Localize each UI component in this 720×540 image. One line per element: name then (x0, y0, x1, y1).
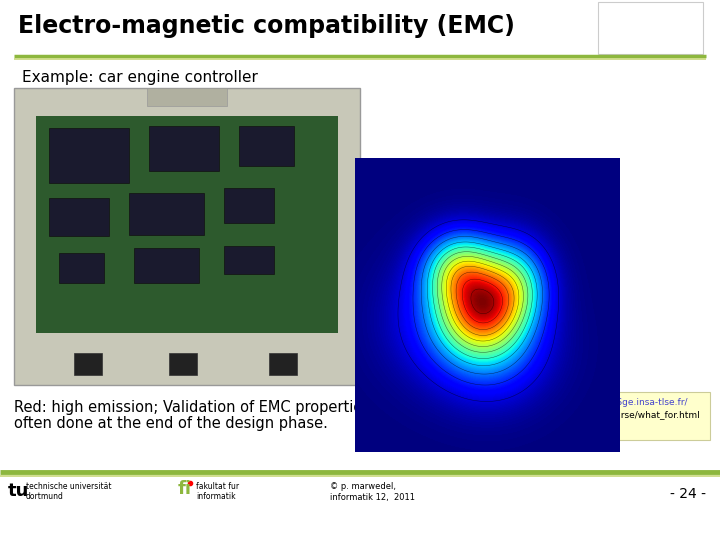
Text: technische universität: technische universität (26, 482, 112, 491)
Text: often done at the end of the design phase.: often done at the end of the design phas… (14, 416, 328, 431)
FancyBboxPatch shape (169, 353, 197, 375)
Text: informatik 12,  2011: informatik 12, 2011 (330, 493, 415, 502)
FancyBboxPatch shape (598, 2, 703, 54)
Text: ~etienne/emccourse/what_for.html: ~etienne/emccourse/what_for.html (540, 410, 700, 419)
FancyBboxPatch shape (14, 88, 360, 385)
Text: © Siemens Automotive Toulouse: © Siemens Automotive Toulouse (419, 386, 556, 395)
FancyBboxPatch shape (534, 392, 710, 440)
Text: - 24 -: - 24 - (670, 487, 706, 501)
Text: fakultat fur: fakultat fur (196, 482, 239, 491)
FancyBboxPatch shape (74, 353, 102, 375)
Text: © p. marwedel,: © p. marwedel, (330, 482, 396, 491)
FancyBboxPatch shape (59, 253, 104, 283)
FancyBboxPatch shape (49, 198, 109, 236)
FancyBboxPatch shape (49, 128, 129, 183)
FancyBboxPatch shape (269, 353, 297, 375)
Text: fi: fi (178, 480, 192, 498)
Text: Source:: Source: (540, 398, 577, 407)
Text: Electro-magnetic compatibility (EMC): Electro-magnetic compatibility (EMC) (18, 14, 515, 38)
Text: tu: tu (8, 482, 30, 500)
Text: informatik: informatik (196, 492, 235, 501)
FancyBboxPatch shape (224, 246, 274, 274)
Text: Red: high emission; Validation of EMC properties: Red: high emission; Validation of EMC pr… (14, 400, 370, 415)
Text: Example: car engine controller: Example: car engine controller (22, 70, 258, 85)
FancyBboxPatch shape (36, 116, 338, 333)
FancyBboxPatch shape (134, 248, 199, 283)
Text: http://intrSge.insa-tlse.fr/: http://intrSge.insa-tlse.fr/ (573, 398, 688, 407)
FancyBboxPatch shape (224, 188, 274, 223)
FancyBboxPatch shape (147, 88, 227, 106)
FancyBboxPatch shape (149, 126, 219, 171)
FancyBboxPatch shape (129, 193, 204, 235)
FancyBboxPatch shape (239, 126, 294, 166)
Text: dortmund: dortmund (26, 492, 64, 501)
